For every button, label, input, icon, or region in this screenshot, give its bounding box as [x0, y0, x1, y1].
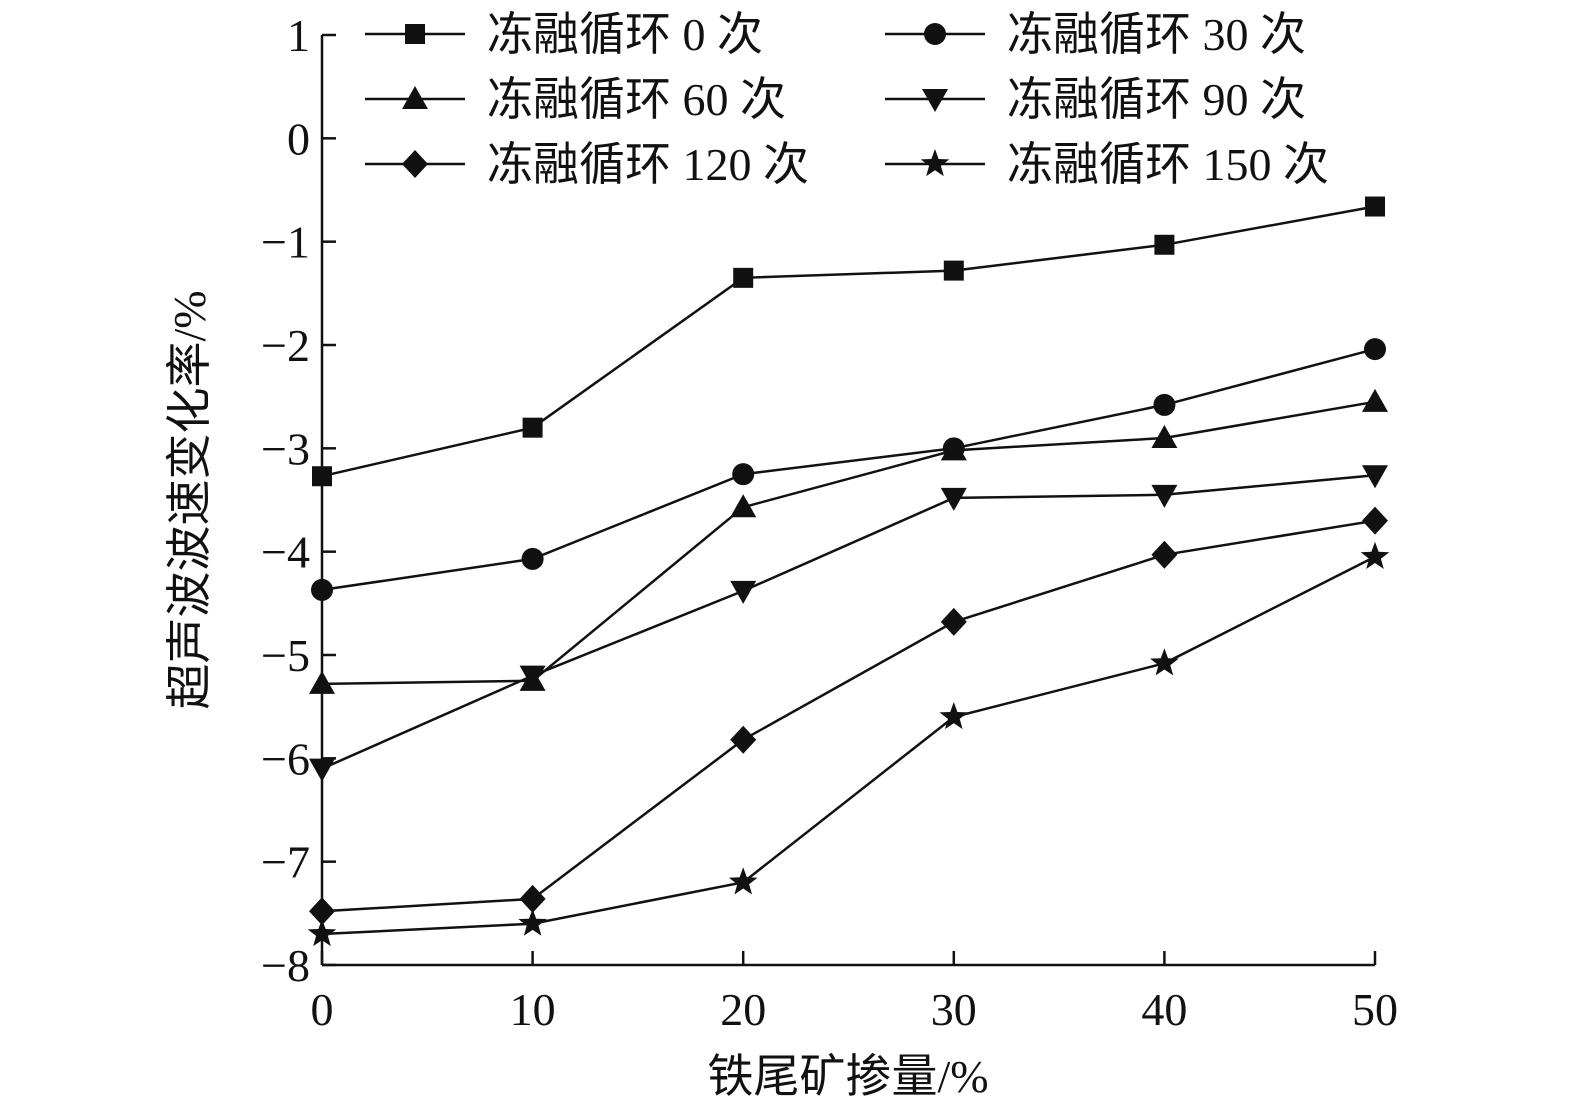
legend-marker: [922, 89, 948, 112]
series-2: [309, 388, 1388, 694]
data-point: [733, 267, 754, 288]
series-group: [307, 196, 1390, 947]
data-point: [1151, 425, 1178, 448]
legend-item: 冻融循环 60 次: [365, 74, 786, 125]
x-tick-label: 30: [931, 984, 977, 1035]
legend-label: 冻融循环 90 次: [1007, 74, 1306, 125]
series-1: [311, 338, 1386, 601]
series-line: [321, 347, 1376, 592]
legend-marker: [405, 24, 425, 44]
data-point: [1365, 196, 1385, 217]
data-point: [1362, 465, 1388, 489]
x-tick-label: 40: [1141, 984, 1187, 1035]
y-axis-title: 超声波波速变化率/%: [164, 290, 215, 709]
data-point: [522, 417, 543, 438]
series-line: [321, 473, 1376, 770]
data-point: [1362, 388, 1388, 412]
series-5: [307, 541, 1390, 947]
series-line: [321, 519, 1376, 913]
data-point: [307, 919, 337, 947]
data-point: [730, 494, 757, 518]
data-point: [730, 580, 757, 604]
data-point: [730, 725, 757, 754]
series-line: [321, 205, 1376, 478]
x-axis-title: 铁尾矿掺量/%: [707, 1051, 988, 1102]
data-point: [518, 908, 547, 936]
legend-item: 冻融循环 30 次: [885, 9, 1306, 60]
y-tick-label: −1: [261, 217, 310, 268]
data-point: [940, 607, 967, 636]
y-tick-label: −6: [261, 733, 310, 784]
y-tick-label: 1: [287, 10, 310, 61]
y-tick-label: −8: [261, 940, 310, 991]
data-point: [312, 466, 332, 487]
x-tick-label: 10: [510, 984, 556, 1035]
legend-label: 冻融循环 150 次: [1007, 139, 1329, 190]
legend-marker: [920, 149, 950, 177]
data-point: [943, 260, 964, 281]
legend-item: 冻融循环 150 次: [885, 139, 1329, 190]
series-line: [321, 400, 1376, 686]
data-point: [1154, 234, 1175, 255]
data-point: [1150, 648, 1179, 676]
legend-marker: [402, 150, 428, 178]
data-point: [940, 437, 967, 461]
x-tick-label: 0: [311, 984, 334, 1035]
y-tick-label: −7: [261, 837, 310, 888]
legend-item: 冻融循环 90 次: [885, 74, 1306, 125]
y-tick-label: −4: [261, 527, 310, 578]
data-point: [309, 897, 335, 926]
series-0: [312, 196, 1385, 487]
data-point: [1151, 540, 1178, 569]
data-point: [940, 487, 967, 511]
data-point: [311, 578, 333, 601]
data-point: [1153, 393, 1176, 416]
data-point: [1151, 484, 1178, 508]
legend-label: 冻融循环 60 次: [487, 74, 786, 125]
legend-label: 冻融循环 0 次: [487, 9, 763, 60]
series-3: [309, 465, 1388, 782]
legend-item: 冻融循环 0 次: [365, 9, 763, 60]
data-point: [1360, 541, 1390, 569]
data-point: [309, 758, 335, 782]
y-tick-label: −3: [261, 423, 310, 474]
x-tick-label: 50: [1352, 984, 1398, 1035]
axes: 10−1−2−3−4−5−6−7−80 10 20 30 40 50: [261, 10, 1398, 1035]
x-tick-label: 20: [720, 984, 766, 1035]
data-point: [728, 867, 758, 895]
data-point: [519, 665, 546, 689]
data-point: [732, 463, 755, 486]
data-point: [1364, 338, 1386, 361]
series-4: [309, 506, 1388, 926]
legend-marker: [924, 23, 946, 45]
data-point: [1362, 506, 1388, 535]
series-line: [321, 555, 1376, 936]
data-point: [309, 670, 335, 694]
legend-marker: [402, 86, 428, 109]
legend-label: 冻融循环 30 次: [1007, 9, 1306, 60]
data-point: [939, 702, 969, 730]
y-tick-label: 0: [287, 113, 310, 164]
data-point: [519, 884, 546, 913]
legend-item: 冻融循环 120 次: [365, 139, 809, 190]
legend: 冻融循环 0 次冻融循环 30 次冻融循环 60 次冻融循环 90 次冻融循环 …: [365, 9, 1329, 190]
y-tick-label: −5: [261, 630, 310, 681]
legend-label: 冻融循环 120 次: [487, 139, 809, 190]
y-tick-label: −2: [261, 320, 310, 371]
data-point: [521, 547, 544, 570]
